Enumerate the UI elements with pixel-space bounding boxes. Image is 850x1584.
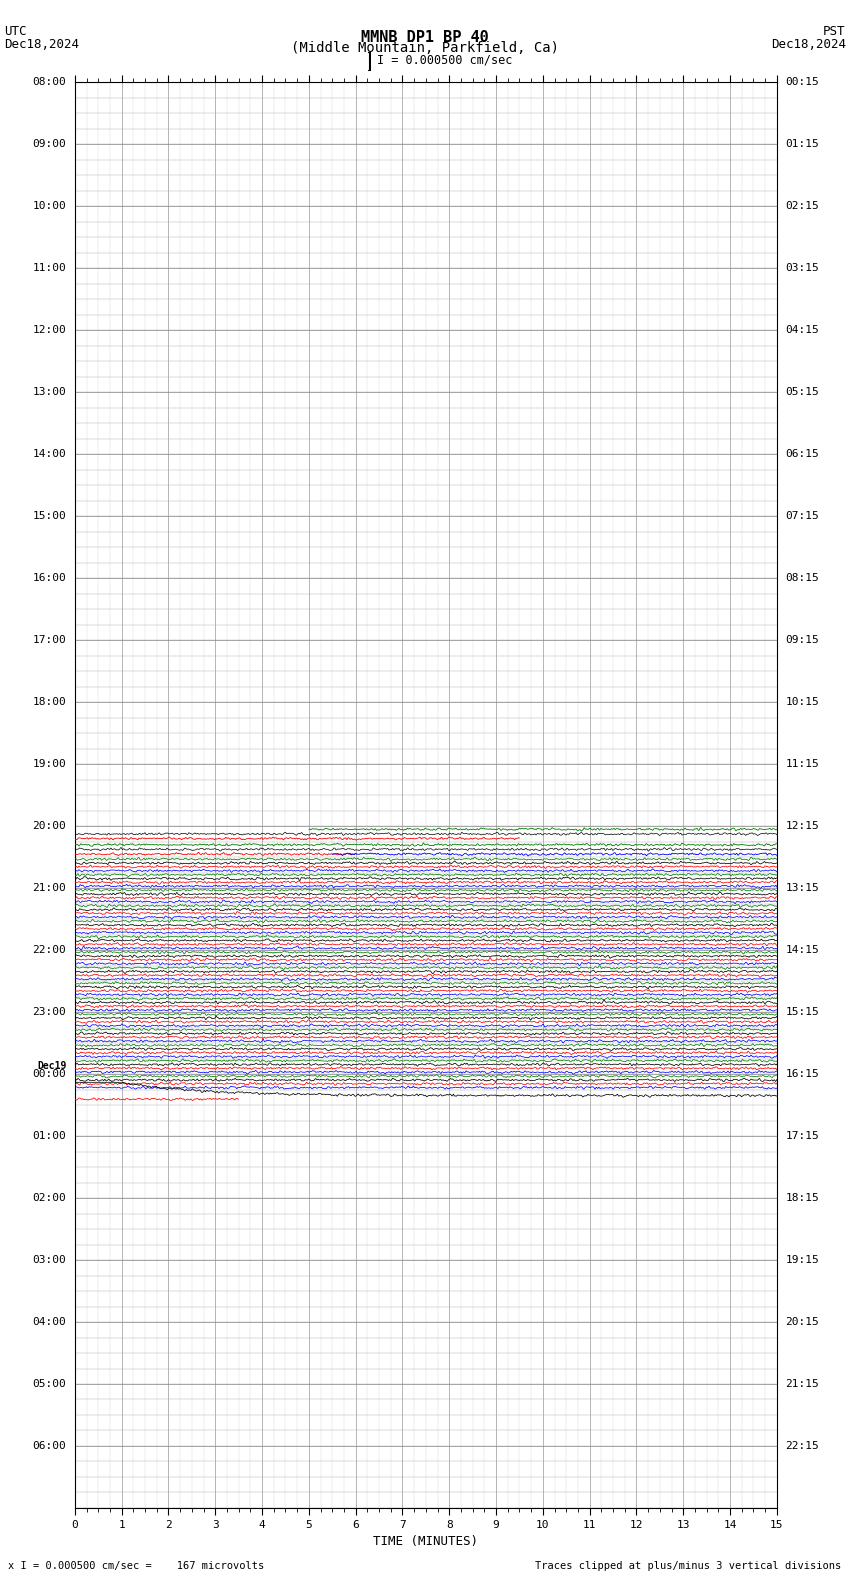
Text: 04:15: 04:15 [785, 325, 819, 336]
Text: 02:00: 02:00 [32, 1193, 66, 1204]
Text: 19:15: 19:15 [785, 1255, 819, 1266]
Text: 20:00: 20:00 [32, 821, 66, 832]
Text: Traces clipped at plus/minus 3 vertical divisions: Traces clipped at plus/minus 3 vertical … [536, 1562, 842, 1571]
Text: 01:00: 01:00 [32, 1131, 66, 1140]
Text: 15:00: 15:00 [32, 512, 66, 521]
Text: 13:00: 13:00 [32, 386, 66, 398]
Text: 12:00: 12:00 [32, 325, 66, 336]
Text: PST: PST [824, 25, 846, 38]
Text: 08:15: 08:15 [785, 573, 819, 583]
Text: 14:00: 14:00 [32, 450, 66, 459]
Text: 16:15: 16:15 [785, 1069, 819, 1079]
Text: 05:00: 05:00 [32, 1380, 66, 1389]
Text: 06:15: 06:15 [785, 450, 819, 459]
Text: 10:00: 10:00 [32, 201, 66, 211]
Text: 03:15: 03:15 [785, 263, 819, 274]
Text: 18:15: 18:15 [785, 1193, 819, 1204]
Text: 14:15: 14:15 [785, 946, 819, 955]
Text: 21:15: 21:15 [785, 1380, 819, 1389]
Text: 07:15: 07:15 [785, 512, 819, 521]
Text: 09:15: 09:15 [785, 635, 819, 645]
Text: 22:15: 22:15 [785, 1441, 819, 1451]
Text: 09:00: 09:00 [32, 139, 66, 149]
X-axis label: TIME (MINUTES): TIME (MINUTES) [373, 1535, 479, 1548]
Text: 06:00: 06:00 [32, 1441, 66, 1451]
Text: 16:00: 16:00 [32, 573, 66, 583]
Text: 17:00: 17:00 [32, 635, 66, 645]
Text: 01:15: 01:15 [785, 139, 819, 149]
Text: 22:00: 22:00 [32, 946, 66, 955]
Text: 10:15: 10:15 [785, 697, 819, 706]
Text: 19:00: 19:00 [32, 759, 66, 770]
Text: 17:15: 17:15 [785, 1131, 819, 1140]
Text: 15:15: 15:15 [785, 1007, 819, 1017]
Text: 21:00: 21:00 [32, 884, 66, 893]
Text: 11:00: 11:00 [32, 263, 66, 274]
Text: 00:15: 00:15 [785, 78, 819, 87]
Text: 13:15: 13:15 [785, 884, 819, 893]
Text: Dec18,2024: Dec18,2024 [771, 38, 846, 51]
Text: 00:00: 00:00 [32, 1069, 66, 1079]
Text: 02:15: 02:15 [785, 201, 819, 211]
Text: 12:15: 12:15 [785, 821, 819, 832]
Text: 23:00: 23:00 [32, 1007, 66, 1017]
Text: 04:00: 04:00 [32, 1316, 66, 1327]
Text: MMNB DP1 BP 40: MMNB DP1 BP 40 [361, 30, 489, 44]
Text: 05:15: 05:15 [785, 386, 819, 398]
Text: (Middle Mountain, Parkfield, Ca): (Middle Mountain, Parkfield, Ca) [291, 41, 559, 55]
Text: Dec18,2024: Dec18,2024 [4, 38, 79, 51]
Text: 03:00: 03:00 [32, 1255, 66, 1266]
Text: 18:00: 18:00 [32, 697, 66, 706]
Text: 11:15: 11:15 [785, 759, 819, 770]
Text: Dec19: Dec19 [37, 1061, 66, 1071]
Text: 20:15: 20:15 [785, 1316, 819, 1327]
Text: I = 0.000500 cm/sec: I = 0.000500 cm/sec [377, 54, 512, 67]
Text: UTC: UTC [4, 25, 26, 38]
Text: x I = 0.000500 cm/sec =    167 microvolts: x I = 0.000500 cm/sec = 167 microvolts [8, 1562, 264, 1571]
Text: 08:00: 08:00 [32, 78, 66, 87]
